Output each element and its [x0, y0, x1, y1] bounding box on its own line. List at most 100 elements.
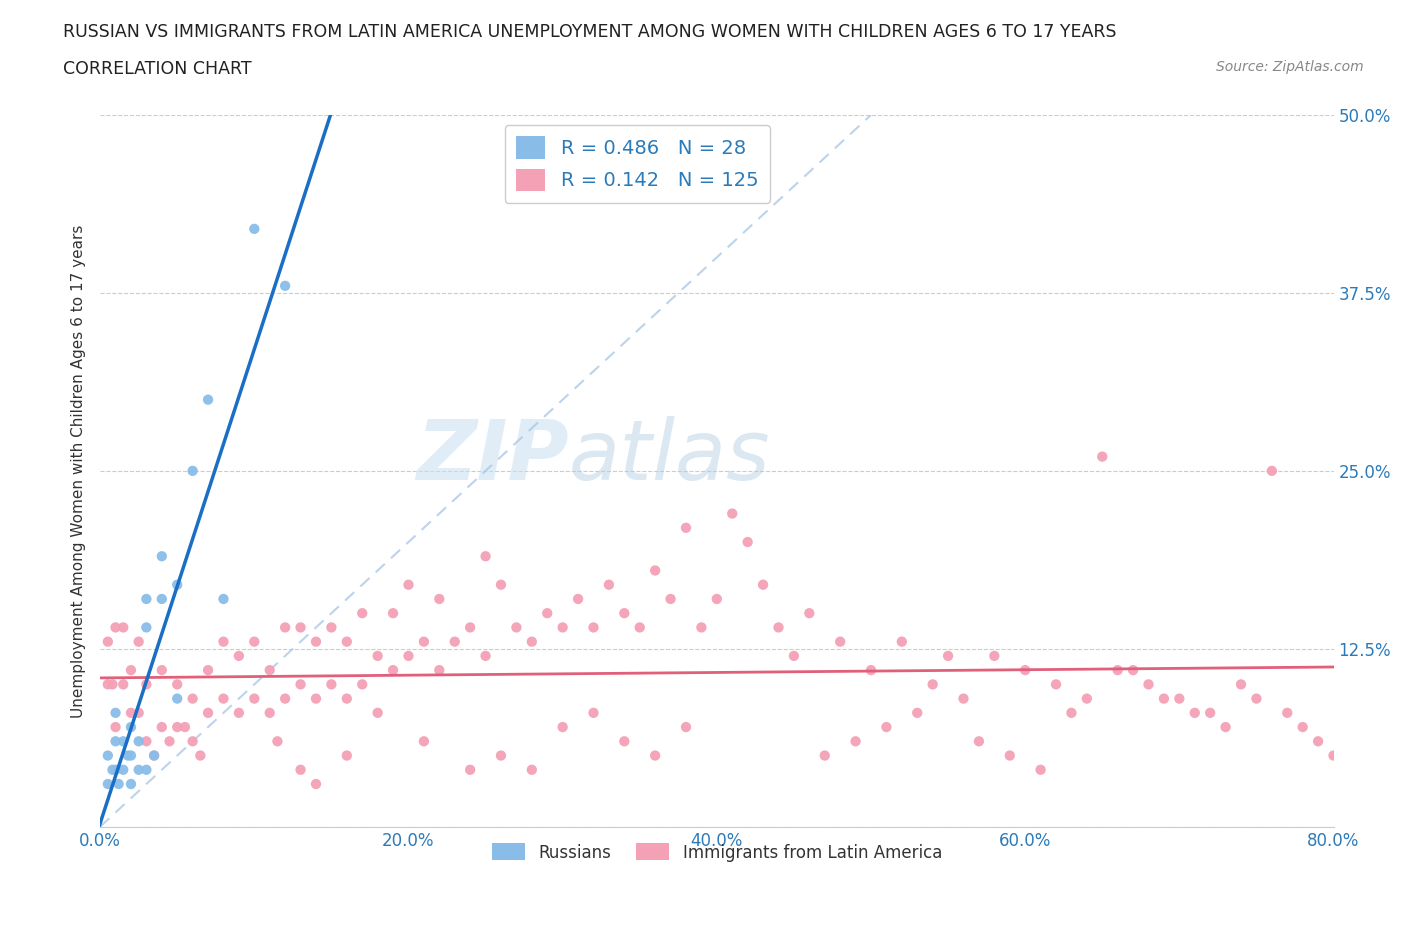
- Point: [336, 748, 359, 763]
- Point: [890, 634, 912, 649]
- Point: [799, 605, 821, 620]
- Point: [212, 691, 235, 706]
- Point: [336, 691, 359, 706]
- Point: [188, 748, 211, 763]
- Point: [305, 634, 328, 649]
- Point: [274, 620, 297, 635]
- Point: [290, 620, 312, 635]
- Point: [628, 620, 651, 635]
- Point: [135, 763, 157, 777]
- Point: [321, 620, 343, 635]
- Point: [120, 663, 142, 678]
- Point: [197, 663, 219, 678]
- Point: [1137, 677, 1160, 692]
- Point: [1199, 705, 1222, 720]
- Point: [107, 777, 129, 791]
- Point: [706, 591, 728, 606]
- Point: [721, 506, 744, 521]
- Point: [321, 677, 343, 692]
- Text: CORRELATION CHART: CORRELATION CHART: [63, 60, 252, 78]
- Point: [181, 734, 204, 749]
- Point: [120, 705, 142, 720]
- Point: [101, 763, 124, 777]
- Point: [174, 720, 197, 735]
- Point: [159, 734, 181, 749]
- Point: [212, 634, 235, 649]
- Point: [1091, 449, 1114, 464]
- Point: [352, 677, 374, 692]
- Point: [551, 620, 574, 635]
- Point: [120, 748, 142, 763]
- Point: [181, 463, 204, 478]
- Point: [489, 578, 512, 592]
- Point: [212, 591, 235, 606]
- Point: [305, 777, 328, 791]
- Point: [367, 648, 389, 663]
- Point: [128, 634, 150, 649]
- Point: [135, 620, 157, 635]
- Point: [97, 748, 120, 763]
- Point: [768, 620, 790, 635]
- Point: [520, 763, 543, 777]
- Point: [1277, 705, 1299, 720]
- Point: [97, 677, 120, 692]
- Point: [412, 634, 434, 649]
- Text: ZIP: ZIP: [416, 416, 569, 498]
- Point: [845, 734, 868, 749]
- Point: [613, 734, 636, 749]
- Point: [998, 748, 1021, 763]
- Point: [567, 591, 589, 606]
- Point: [1322, 748, 1344, 763]
- Text: atlas: atlas: [569, 416, 770, 498]
- Point: [1292, 720, 1315, 735]
- Point: [228, 705, 250, 720]
- Point: [305, 691, 328, 706]
- Point: [120, 777, 142, 791]
- Point: [1076, 691, 1098, 706]
- Point: [1261, 463, 1284, 478]
- Point: [128, 705, 150, 720]
- Point: [104, 620, 127, 635]
- Point: [112, 677, 135, 692]
- Point: [128, 763, 150, 777]
- Point: [875, 720, 897, 735]
- Point: [398, 648, 420, 663]
- Point: [474, 648, 496, 663]
- Point: [783, 648, 806, 663]
- Point: [613, 605, 636, 620]
- Point: [104, 734, 127, 749]
- Point: [274, 691, 297, 706]
- Point: [243, 691, 266, 706]
- Point: [952, 691, 974, 706]
- Point: [274, 278, 297, 293]
- Point: [675, 720, 697, 735]
- Point: [135, 734, 157, 749]
- Point: [1122, 663, 1144, 678]
- Point: [197, 392, 219, 407]
- Point: [101, 677, 124, 692]
- Point: [150, 591, 173, 606]
- Point: [266, 734, 288, 749]
- Text: RUSSIAN VS IMMIGRANTS FROM LATIN AMERICA UNEMPLOYMENT AMONG WOMEN WITH CHILDREN : RUSSIAN VS IMMIGRANTS FROM LATIN AMERICA…: [63, 23, 1116, 41]
- Point: [135, 591, 157, 606]
- Point: [166, 578, 188, 592]
- Point: [520, 634, 543, 649]
- Point: [243, 634, 266, 649]
- Point: [117, 748, 139, 763]
- Point: [644, 748, 666, 763]
- Point: [143, 748, 166, 763]
- Point: [427, 663, 450, 678]
- Point: [752, 578, 775, 592]
- Point: [352, 605, 374, 620]
- Point: [659, 591, 682, 606]
- Point: [1306, 734, 1329, 749]
- Point: [412, 734, 434, 749]
- Point: [814, 748, 837, 763]
- Point: [1153, 691, 1175, 706]
- Text: Source: ZipAtlas.com: Source: ZipAtlas.com: [1216, 60, 1364, 74]
- Point: [1230, 677, 1253, 692]
- Point: [737, 535, 759, 550]
- Point: [166, 720, 188, 735]
- Point: [112, 763, 135, 777]
- Point: [458, 620, 481, 635]
